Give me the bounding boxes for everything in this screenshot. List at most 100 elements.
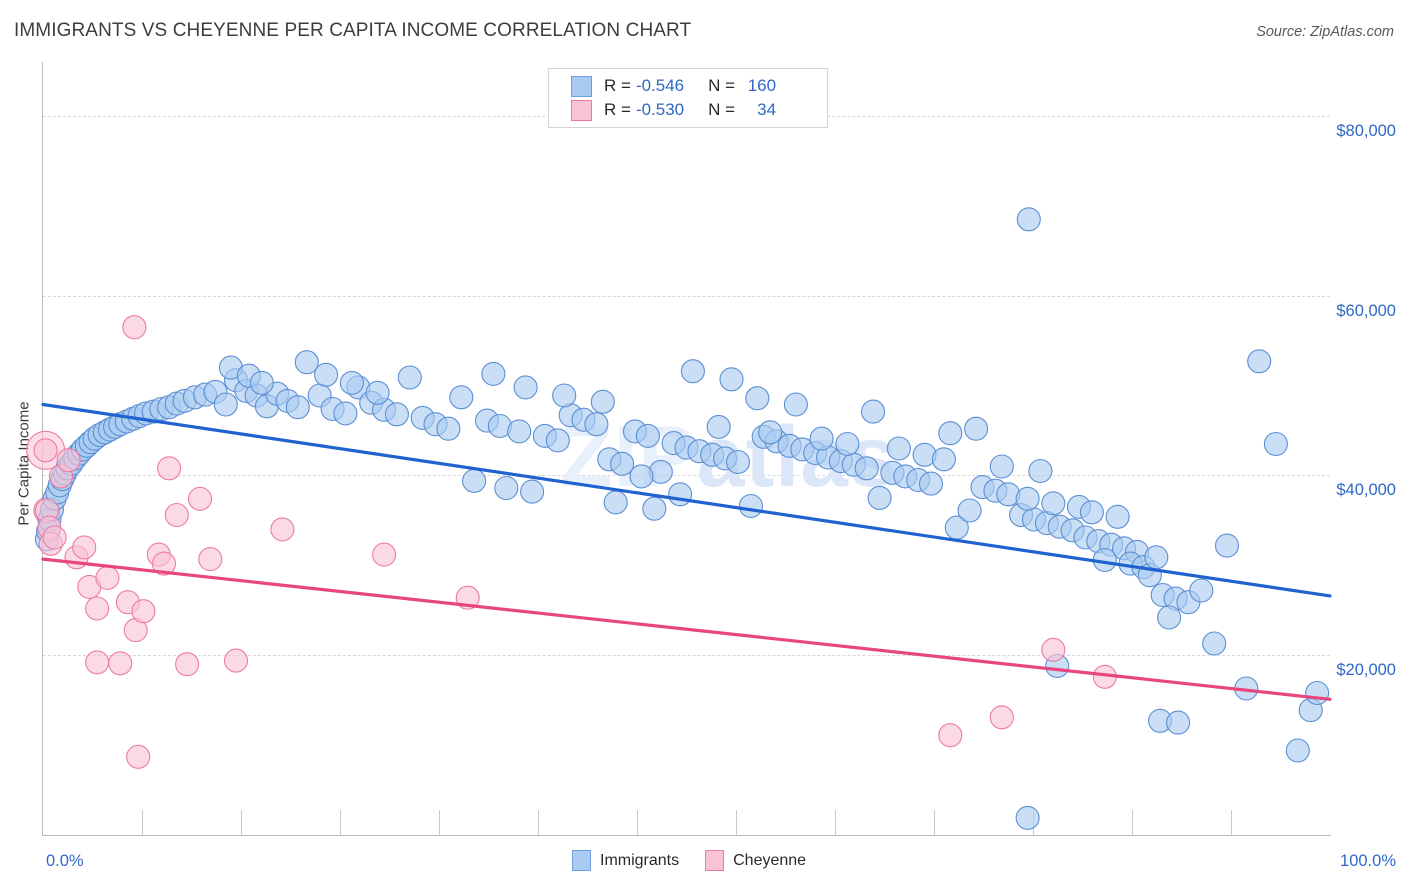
- data-point: [85, 650, 110, 675]
- data-point: [725, 449, 751, 475]
- data-point: [854, 456, 879, 481]
- y-axis-tick-label: $20,000: [1336, 661, 1396, 680]
- data-point: [42, 525, 67, 550]
- data-point: [635, 423, 660, 448]
- data-point: [372, 542, 397, 567]
- data-point: [1202, 631, 1227, 656]
- trend-line-cheyenne: [41, 557, 1332, 701]
- source-attribution: Source: ZipAtlas.com: [1256, 24, 1394, 40]
- data-point: [1015, 805, 1040, 830]
- data-point: [1041, 637, 1066, 662]
- data-point: [198, 547, 223, 572]
- x-axis-tick: [142, 810, 143, 835]
- data-point: [1144, 545, 1169, 570]
- data-point: [1189, 578, 1214, 603]
- x-axis-tick: [835, 810, 836, 835]
- x-axis-tick: [736, 810, 737, 835]
- data-point: [507, 419, 532, 444]
- data-point: [1028, 458, 1053, 484]
- data-point: [72, 535, 97, 560]
- trend-line-immigrants: [41, 402, 1332, 598]
- series-swatch-cheyenne-icon: [705, 850, 725, 871]
- data-point: [719, 367, 744, 392]
- data-point: [1305, 680, 1330, 706]
- series-legend-item-immigrants[interactable]: Immigrants: [572, 850, 679, 871]
- data-point: [938, 421, 963, 446]
- y-axis-tick-label: $60,000: [1336, 301, 1396, 320]
- data-point: [680, 359, 705, 384]
- data-point: [964, 416, 989, 441]
- data-point: [365, 380, 390, 405]
- data-point: [629, 464, 654, 489]
- page-title: IMMIGRANTS VS CHEYENNE PER CAPITA INCOME…: [14, 20, 692, 41]
- data-point: [333, 401, 358, 426]
- n-value-immigrants: 160: [747, 76, 777, 95]
- r-value-immigrants: -0.546: [635, 76, 685, 95]
- data-point: [108, 651, 133, 676]
- data-point: [642, 496, 667, 521]
- x-axis-tick: [934, 810, 935, 835]
- data-point: [738, 493, 763, 519]
- data-point: [294, 350, 319, 375]
- scatter-points-layer: [26, 207, 1332, 830]
- data-point: [314, 362, 339, 387]
- data-point: [745, 386, 770, 411]
- n-label-cheyenne: N =: [708, 100, 736, 119]
- x-axis-tick: [1132, 810, 1133, 835]
- x-axis-min-label: 0.0%: [46, 852, 84, 870]
- y-axis-tick-label: $80,000: [1336, 121, 1396, 140]
- correlation-stats-legend: R = -0.546 N = 160 R = -0.530 N = 34: [548, 68, 828, 128]
- series-cheyenne: [33, 315, 1117, 769]
- x-axis-tick: [340, 810, 341, 835]
- data-point: [545, 428, 570, 453]
- x-axis-tick: [439, 810, 440, 835]
- data-point: [1015, 486, 1040, 511]
- data-point: [867, 485, 892, 510]
- data-point: [1247, 349, 1272, 374]
- data-point: [187, 486, 213, 511]
- data-point: [610, 451, 635, 476]
- data-point: [397, 365, 422, 390]
- data-point: [339, 370, 364, 395]
- data-point: [122, 315, 147, 340]
- plot-area: [26, 62, 1332, 835]
- data-point: [462, 468, 487, 493]
- data-point: [213, 392, 238, 417]
- series-label-cheyenne: Cheyenne: [733, 851, 807, 869]
- series-immigrants: [34, 207, 1330, 830]
- gridline: [43, 475, 1330, 477]
- series-legend: Immigrants Cheyenne: [572, 850, 822, 871]
- data-point: [989, 454, 1014, 479]
- stats-row-immigrants: R = -0.546 N = 160: [571, 75, 776, 97]
- data-point: [270, 517, 295, 542]
- data-point: [95, 565, 120, 590]
- data-point: [835, 431, 860, 457]
- n-label-immigrants: N =: [708, 76, 736, 95]
- series-legend-item-cheyenne[interactable]: Cheyenne: [705, 850, 806, 871]
- data-point: [809, 426, 834, 451]
- data-point: [938, 723, 963, 748]
- data-point: [164, 502, 189, 528]
- data-point: [513, 375, 538, 400]
- data-point: [56, 448, 81, 473]
- legend-swatch-immigrants-icon: [571, 75, 592, 97]
- series-swatch-immigrants-icon: [572, 850, 591, 871]
- y-axis-title: Per Capita Income: [15, 401, 33, 526]
- n-value-cheyenne: 34: [757, 100, 777, 119]
- r-label-immigrants: R =: [604, 76, 631, 95]
- x-axis-tick: [637, 810, 638, 835]
- data-point: [603, 490, 628, 515]
- r-value-cheyenne: -0.530: [635, 100, 685, 119]
- r-label-cheyenne: R =: [604, 100, 631, 119]
- data-point: [706, 414, 731, 439]
- data-point: [1214, 533, 1240, 558]
- data-point: [126, 744, 151, 769]
- series-label-immigrants: Immigrants: [600, 851, 680, 869]
- x-axis-line: [42, 835, 1331, 836]
- data-point: [1157, 605, 1182, 630]
- gridline: [43, 655, 1330, 657]
- data-point: [1016, 207, 1041, 232]
- data-point: [1105, 504, 1130, 529]
- data-point: [861, 399, 886, 424]
